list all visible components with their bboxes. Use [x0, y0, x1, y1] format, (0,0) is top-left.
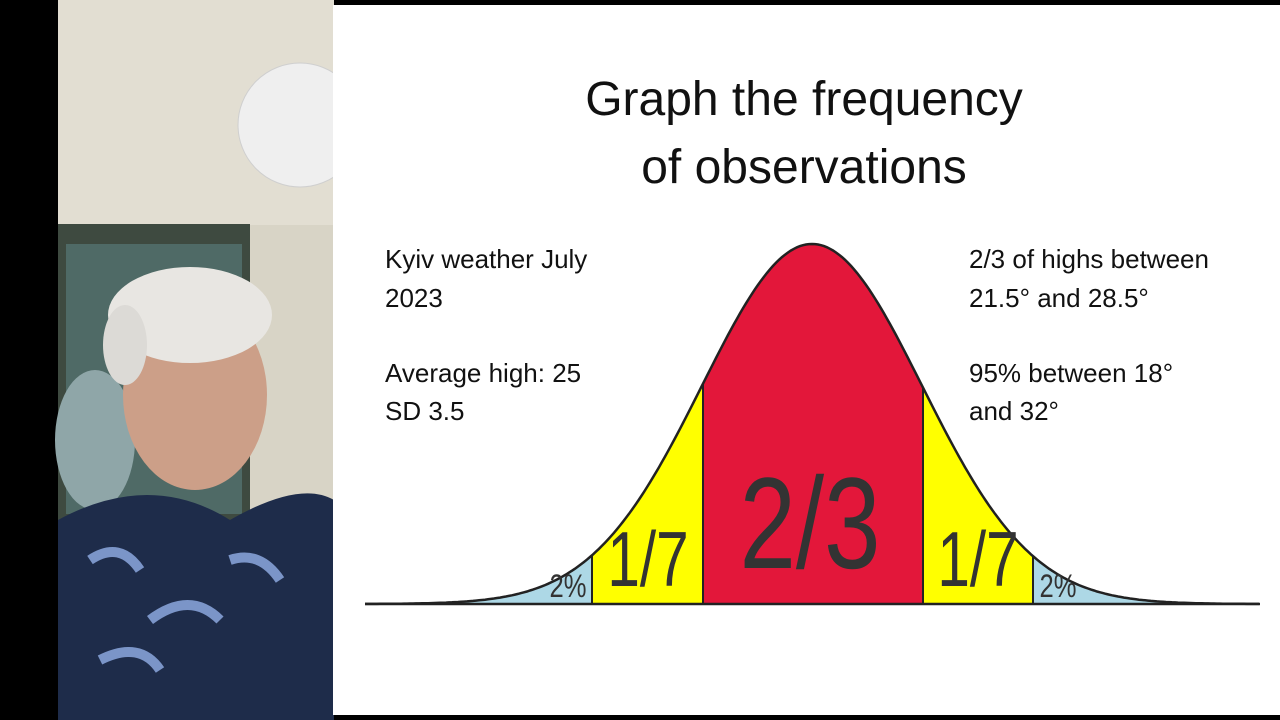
curve-label: 2/3 [740, 450, 881, 596]
note: 2/3 of highs between [969, 244, 1209, 274]
slide-title: Graph the frequency [585, 73, 1023, 126]
note: 95% between 18° [969, 358, 1173, 388]
curve-label: 1/7 [607, 516, 688, 603]
curve-label: 2% [1040, 569, 1077, 604]
presenter-video [55, 0, 363, 720]
note: 2023 [385, 283, 443, 313]
slide-title: of observations [641, 141, 967, 194]
bell-curve [365, 242, 1259, 606]
note: and 32° [969, 396, 1059, 426]
note: 21.5° and 28.5° [969, 283, 1149, 313]
curve-label: 2% [550, 569, 587, 604]
note: Kyiv weather July [385, 244, 587, 274]
region-dividers [591, 383, 1034, 604]
curve-label: 1/7 [937, 516, 1018, 603]
note: SD 3.5 [385, 396, 465, 426]
note: Average high: 25 [385, 358, 581, 388]
